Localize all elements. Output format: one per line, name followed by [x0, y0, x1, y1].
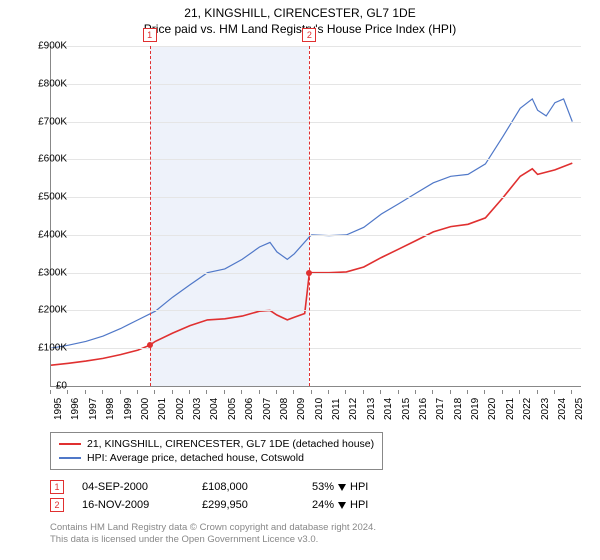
x-tick-label: 1995 — [53, 398, 64, 420]
x-tick-label: 1997 — [88, 398, 99, 420]
event-diff-label-2: HPI — [350, 499, 368, 511]
x-tick-label: 2009 — [296, 398, 307, 420]
x-tick-label: 2000 — [140, 398, 151, 420]
legend-item-hpi: HPI: Average price, detached house, Cots… — [59, 451, 374, 465]
event-pct-1: 53% — [312, 481, 334, 493]
x-tick-label: 2016 — [418, 398, 429, 420]
price-chart: 12 — [50, 46, 581, 387]
chart-svg — [51, 46, 581, 386]
event-pct-2: 24% — [312, 499, 334, 511]
x-tick-label: 2008 — [279, 398, 290, 420]
y-tick-label: £700K — [21, 116, 67, 127]
x-tick-label: 2006 — [244, 398, 255, 420]
arrow-down-icon — [338, 502, 346, 509]
x-tick-label: 2007 — [262, 398, 273, 420]
x-tick-label: 1998 — [105, 398, 116, 420]
chart-title-address: 21, KINGSHILL, CIRENCESTER, GL7 1DE — [0, 0, 600, 20]
x-tick-label: 2004 — [209, 398, 220, 420]
y-tick-label: £600K — [21, 154, 67, 165]
x-tick-label: 2017 — [435, 398, 446, 420]
x-tick-label: 2001 — [157, 398, 168, 420]
sale-dot-2 — [306, 270, 312, 276]
sale-dot-1 — [147, 342, 153, 348]
y-tick-label: £900K — [21, 41, 67, 52]
x-tick-label: 2010 — [314, 398, 325, 420]
y-tick-label: £500K — [21, 192, 67, 203]
legend-label-property: 21, KINGSHILL, CIRENCESTER, GL7 1DE (det… — [87, 438, 374, 450]
x-tick-label: 1996 — [70, 398, 81, 420]
sale-events: 1 04-SEP-2000 £108,000 53% HPI 2 16-NOV-… — [50, 478, 368, 514]
x-tick-label: 2011 — [331, 398, 342, 420]
x-axis-labels: 1995 1996 1997 1998 1999 2000 2001 2002 2003 2004… — [50, 390, 580, 430]
footer-line1: Contains HM Land Registry data © Crown c… — [50, 522, 376, 534]
x-tick-label: 2022 — [522, 398, 533, 420]
legend-label-hpi: HPI: Average price, detached house, Cots… — [87, 452, 304, 464]
x-tick-label: 2020 — [487, 398, 498, 420]
legend: 21, KINGSHILL, CIRENCESTER, GL7 1DE (det… — [50, 432, 383, 470]
x-tick-label: 2024 — [557, 398, 568, 420]
arrow-down-icon — [338, 484, 346, 491]
x-tick-label: 2021 — [505, 398, 516, 420]
x-tick-label: 2014 — [383, 398, 394, 420]
x-tick-label: 2005 — [227, 398, 238, 420]
y-tick-label: £100K — [21, 343, 67, 354]
legend-swatch-property — [59, 443, 81, 445]
event-diff-label-1: HPI — [350, 481, 368, 493]
event-date-1: 04-SEP-2000 — [82, 481, 202, 493]
x-tick-label: 2012 — [348, 398, 359, 420]
footer-line2: This data is licensed under the Open Gov… — [50, 534, 376, 546]
x-tick-label: 2002 — [175, 398, 186, 420]
footer-attribution: Contains HM Land Registry data © Crown c… — [50, 522, 376, 546]
event-price-2: £299,950 — [202, 499, 312, 511]
x-tick-label: 2003 — [192, 398, 203, 420]
event-diff-2: 24% HPI — [312, 499, 368, 511]
x-tick-label: 2018 — [453, 398, 464, 420]
event-date-2: 16-NOV-2009 — [82, 499, 202, 511]
event-marker-2: 2 — [50, 498, 64, 512]
chart-marker-1: 1 — [143, 28, 157, 42]
event-row-2: 2 16-NOV-2009 £299,950 24% HPI — [50, 496, 368, 514]
series-property — [51, 163, 572, 365]
y-tick-label: £400K — [21, 229, 67, 240]
x-tick-label: 2025 — [574, 398, 585, 420]
y-tick-label: £200K — [21, 305, 67, 316]
event-price-1: £108,000 — [202, 481, 312, 493]
chart-marker-2: 2 — [302, 28, 316, 42]
x-tick-label: 2019 — [470, 398, 481, 420]
legend-swatch-hpi — [59, 457, 81, 459]
x-tick-label: 1999 — [123, 398, 134, 420]
y-tick-label: £300K — [21, 267, 67, 278]
legend-item-property: 21, KINGSHILL, CIRENCESTER, GL7 1DE (det… — [59, 437, 374, 451]
x-tick-label: 2015 — [401, 398, 412, 420]
y-tick-label: £0 — [21, 381, 67, 392]
y-tick-label: £800K — [21, 78, 67, 89]
event-diff-1: 53% HPI — [312, 481, 368, 493]
event-marker-1: 1 — [50, 480, 64, 494]
x-tick-label: 2013 — [366, 398, 377, 420]
x-tick-label: 2023 — [540, 398, 551, 420]
event-row-1: 1 04-SEP-2000 £108,000 53% HPI — [50, 478, 368, 496]
chart-title-sub: Price paid vs. HM Land Registry's House … — [0, 20, 600, 36]
